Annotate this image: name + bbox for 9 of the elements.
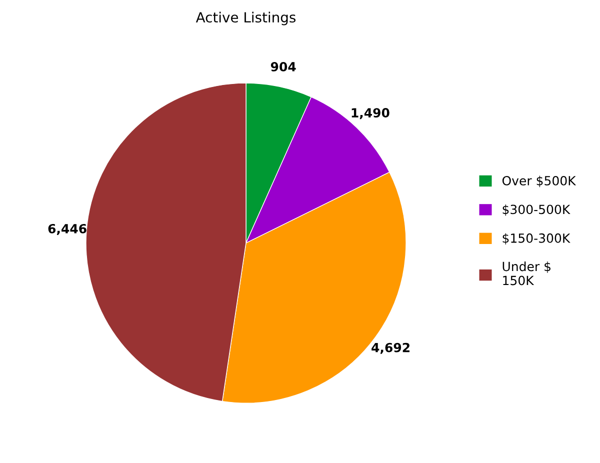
data-label: 1,490 xyxy=(352,108,390,120)
legend-label: Over $500K xyxy=(502,176,576,188)
legend-label: Under $ 150K xyxy=(502,262,550,286)
legend-label: $150-300K xyxy=(502,233,570,245)
legend-label: $300-500K xyxy=(502,204,570,216)
data-label: 6,446 xyxy=(48,224,86,235)
data-label: 4,692 xyxy=(372,342,410,354)
data-label: 904 xyxy=(270,62,296,72)
chart-title: Active Listings xyxy=(196,12,296,26)
